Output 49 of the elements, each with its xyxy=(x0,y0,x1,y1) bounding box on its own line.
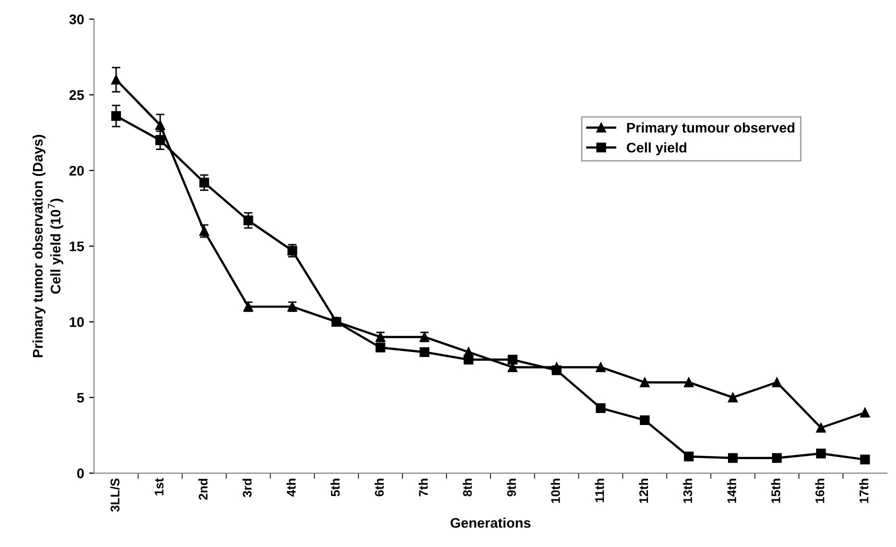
point xyxy=(640,415,650,426)
x-tick-label: 13th xyxy=(682,478,692,503)
point xyxy=(552,365,562,376)
x-tick-label: 12th xyxy=(638,478,648,503)
y-tick-label: 30 xyxy=(69,14,84,24)
x-tick-label: 7th xyxy=(418,478,428,496)
y-tick-label: 0 xyxy=(77,468,84,478)
x-tick-label: 9th xyxy=(506,478,516,496)
x-tick-label: 17th xyxy=(859,478,868,503)
point xyxy=(684,452,694,462)
point xyxy=(772,377,782,388)
x-tick-label: 5th xyxy=(330,478,340,496)
x-tick-label: 3LL/S xyxy=(110,478,120,512)
point xyxy=(860,454,870,464)
x-tick-label: 4th xyxy=(286,478,296,497)
legend-label: Cell yield xyxy=(626,142,686,156)
point xyxy=(728,392,738,402)
point xyxy=(420,347,430,357)
x-tick-label: 6th xyxy=(374,478,384,496)
point xyxy=(728,453,738,463)
point xyxy=(596,403,606,413)
point xyxy=(111,111,121,121)
y-tick-label: 15 xyxy=(70,242,84,252)
point xyxy=(508,354,518,365)
legend-label: Primary tumour observed xyxy=(627,122,794,136)
x-tick-label: 14th xyxy=(727,478,736,503)
x-tick-label: 1st xyxy=(154,478,164,496)
y-tick-label: 5 xyxy=(77,392,84,403)
y-axis-title: Primary tumor observation (Days) Cell yield (10$^{7}$) xyxy=(32,134,64,358)
point xyxy=(376,342,386,352)
point xyxy=(596,362,606,372)
point xyxy=(684,377,694,388)
point xyxy=(772,453,782,463)
x-tick-label: 11th xyxy=(594,478,604,502)
point xyxy=(860,408,870,418)
x-tick-label: 2nd xyxy=(198,478,208,500)
point xyxy=(640,377,650,388)
y-tick-label: 25 xyxy=(69,90,84,100)
x-tick-label: 16th xyxy=(815,478,824,503)
x-axis-title: Generations xyxy=(450,518,531,528)
x-tick-label: 15th xyxy=(771,478,780,503)
y-tick-label: 10 xyxy=(70,317,84,327)
point xyxy=(464,354,474,365)
point xyxy=(816,422,826,433)
y-tick-label: 20 xyxy=(69,166,84,176)
x-tick-label: 3rd xyxy=(242,478,252,498)
x-tick-label: 8th xyxy=(462,478,472,496)
x-tick-label: 10th xyxy=(550,478,560,503)
point xyxy=(816,448,826,458)
